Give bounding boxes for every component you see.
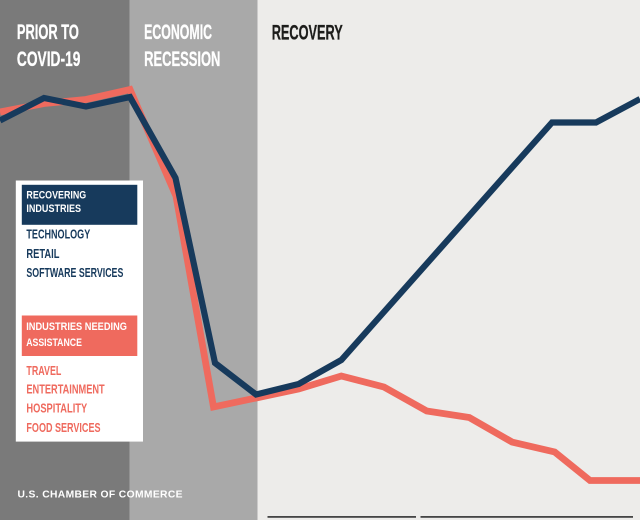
svg-text:RECOVERY: RECOVERY bbox=[272, 20, 343, 44]
svg-text:RECESSION: RECESSION bbox=[144, 47, 220, 71]
svg-text:ENTERTAINMENT: ENTERTAINMENT bbox=[26, 383, 104, 397]
svg-text:COVID-19: COVID-19 bbox=[17, 47, 81, 71]
svg-text:TRAVEL: TRAVEL bbox=[26, 364, 61, 378]
svg-text:U.S. CHAMBER OF COMMERCE: U.S. CHAMBER OF COMMERCE bbox=[18, 490, 183, 501]
svg-text:RETAIL: RETAIL bbox=[26, 247, 59, 261]
svg-text:RECOVERING: RECOVERING bbox=[26, 190, 86, 202]
svg-text:SOFTWARE SERVICES: SOFTWARE SERVICES bbox=[26, 266, 123, 280]
svg-text:HOSPITALITY: HOSPITALITY bbox=[26, 402, 87, 416]
svg-text:FOOD SERVICES: FOOD SERVICES bbox=[26, 421, 101, 435]
svg-text:PRIOR TO: PRIOR TO bbox=[17, 20, 79, 44]
svg-text:TECHNOLOGY: TECHNOLOGY bbox=[26, 228, 90, 242]
svg-text:INDUSTRIES: INDUSTRIES bbox=[26, 204, 81, 216]
svg-text:INDUSTRIES NEEDING: INDUSTRIES NEEDING bbox=[26, 322, 127, 334]
svg-text:ECONOMIC: ECONOMIC bbox=[144, 20, 212, 44]
svg-text:ASSISTANCE: ASSISTANCE bbox=[26, 337, 82, 349]
